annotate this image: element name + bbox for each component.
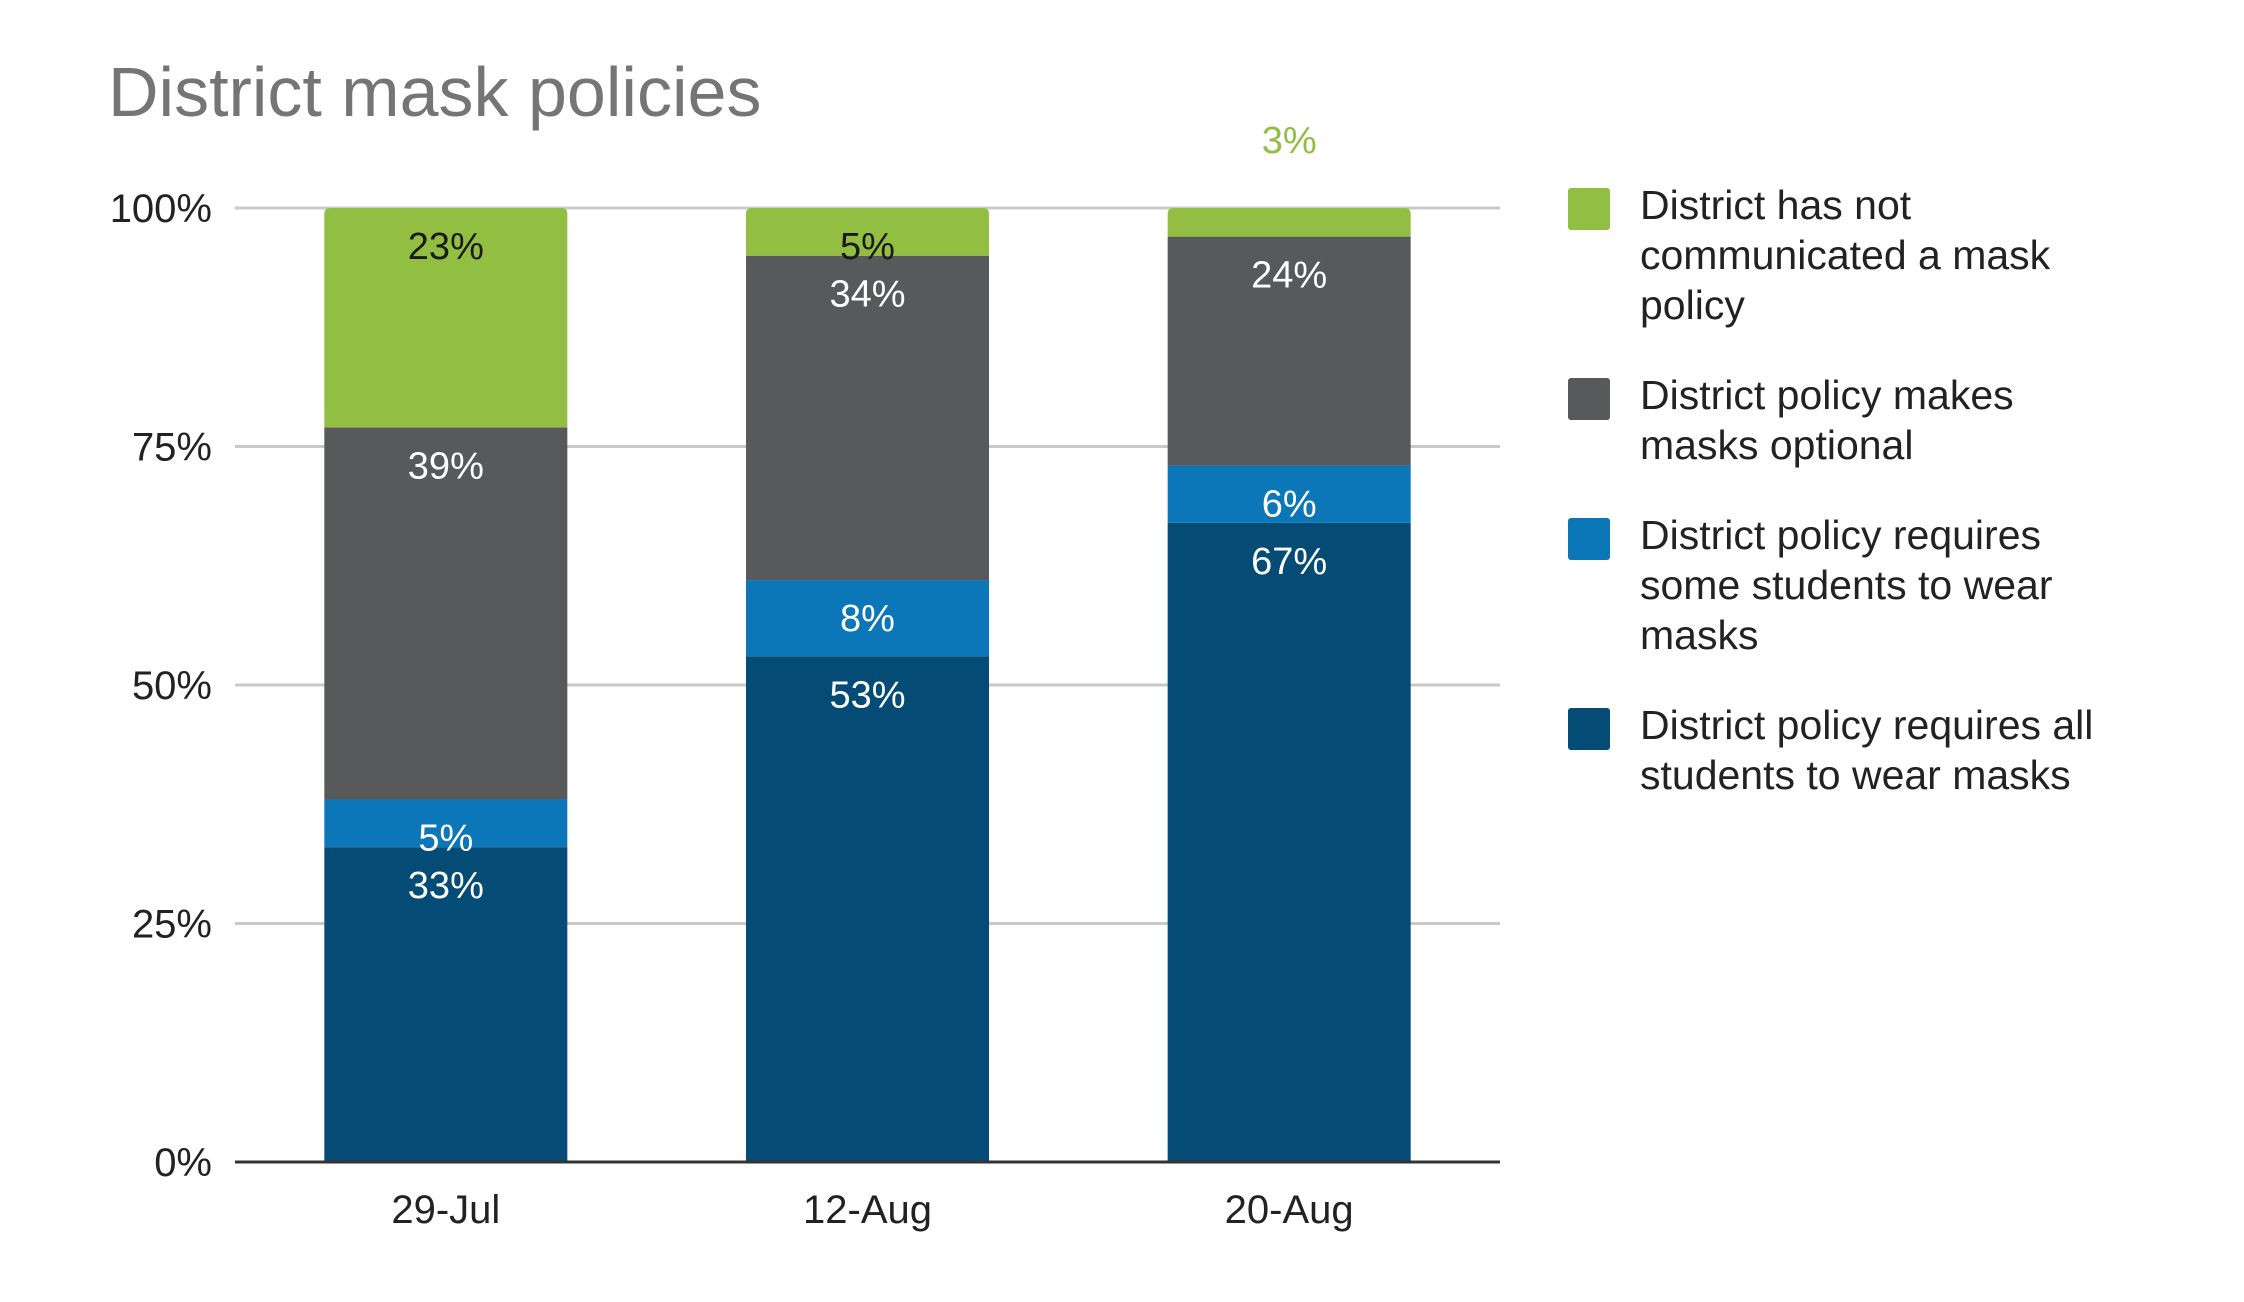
y-tick-label: 25% (132, 903, 212, 947)
chart-title: District mask policies (108, 53, 762, 131)
legend-label: District policy makes masks optional (1640, 372, 2014, 468)
bar-segment (324, 208, 568, 428)
data-label: 6% (1262, 484, 1317, 526)
bar-segment (1167, 465, 1411, 523)
legend-label: District has not communicated a mask pol… (1640, 182, 2051, 328)
bar-segment (746, 208, 989, 256)
x-tick-label: 29-Jul (391, 1188, 500, 1232)
bar-segment (324, 799, 568, 848)
data-label: 8% (840, 598, 895, 640)
data-label: 3% (1262, 120, 1317, 162)
data-label: 24% (1251, 255, 1327, 297)
data-label: 23% (408, 226, 484, 268)
y-tick-label: 100% (110, 187, 212, 231)
legend-label: District policy requires all students to… (1640, 702, 2094, 798)
bar-segment (746, 255, 989, 581)
legend-swatch (1568, 518, 1610, 560)
y-tick-label: 50% (132, 664, 212, 708)
bar-segment (1167, 522, 1411, 1162)
data-label: 39% (408, 445, 484, 487)
legend-swatch (1568, 378, 1610, 420)
legend-item-optional: District policy makes masks optional (1568, 370, 2228, 470)
bar-segment (1167, 208, 1411, 237)
data-label: 67% (1251, 541, 1327, 583)
legend-item-some-students: District policy requires some students t… (1568, 510, 2228, 660)
y-tick-label: 75% (132, 426, 212, 470)
y-tick-label: 0% (154, 1141, 212, 1185)
bar-segment (1167, 236, 1411, 466)
x-tick-label: 20-Aug (1225, 1188, 1354, 1232)
legend-label: District policy requires some students t… (1640, 512, 2053, 658)
data-label: 5% (418, 817, 473, 859)
bar-segment (746, 656, 989, 1162)
data-label: 5% (840, 226, 895, 268)
x-tick-label: 12-Aug (803, 1188, 932, 1232)
legend-item-all-students: District policy requires all students to… (1568, 700, 2228, 800)
data-label: 33% (408, 865, 484, 907)
legend: District has not communicated a mask pol… (1568, 180, 2228, 840)
legend-swatch (1568, 188, 1610, 230)
bar-segment (324, 427, 568, 800)
legend-item-not-communicated: District has not communicated a mask pol… (1568, 180, 2228, 330)
bar-segment (324, 847, 568, 1162)
data-label: 53% (829, 674, 905, 716)
bar-segment (746, 580, 989, 657)
data-label: 34% (829, 274, 905, 316)
legend-swatch (1568, 708, 1610, 750)
